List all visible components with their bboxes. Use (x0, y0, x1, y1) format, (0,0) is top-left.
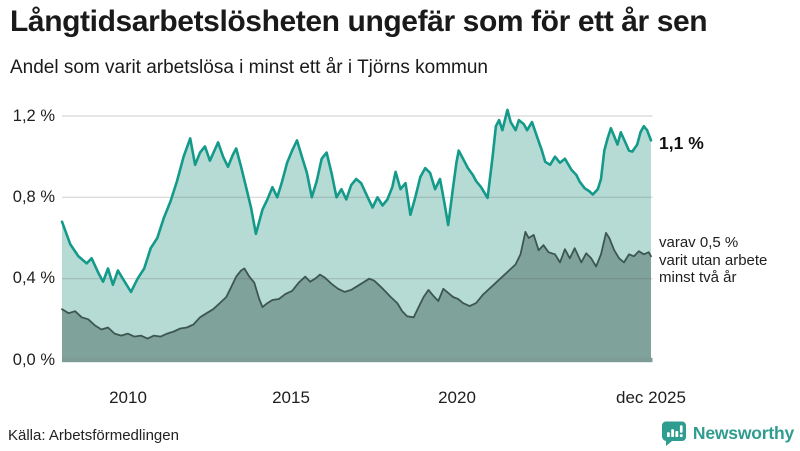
newsworthy-logo-icon (661, 421, 687, 446)
latest-total-value-label: 1,1 % (659, 133, 704, 153)
two-year-annotation-line1: varav 0,5 % (659, 234, 739, 251)
two-year-annotation: varav 0,5 % varit utan arbete minst två … (659, 234, 767, 287)
x-axis-tick-2010: 2010 (109, 388, 147, 407)
source-credit: Källa: Arbetsförmedlingen (8, 427, 179, 444)
newsworthy-logo-text: Newsworthy (692, 423, 794, 443)
y-axis-tick-0-8: 0,8 % (12, 188, 55, 206)
y-axis-tick-1-2: 1,2 % (12, 107, 55, 125)
page-title: Långtidsarbetslösheten ungefär som för e… (10, 5, 708, 38)
two-year-annotation-line2: varit utan arbete (659, 251, 768, 269)
x-axis-tick-dec-2025: dec 2025 (616, 388, 686, 407)
x-axis-tick-2015: 2015 (272, 388, 310, 407)
y-axis-tick-0-4: 0,4 % (12, 269, 55, 287)
two-year-annotation-line3: minst två år (659, 269, 737, 286)
newsworthy-logo[interactable]: Newsworthy (661, 421, 794, 446)
chart-subtitle: Andel som varit arbetslösa i minst ett å… (10, 57, 488, 78)
x-axis-tick-2020: 2020 (438, 388, 476, 407)
y-axis-tick-0-0: 0,0 % (12, 351, 55, 369)
